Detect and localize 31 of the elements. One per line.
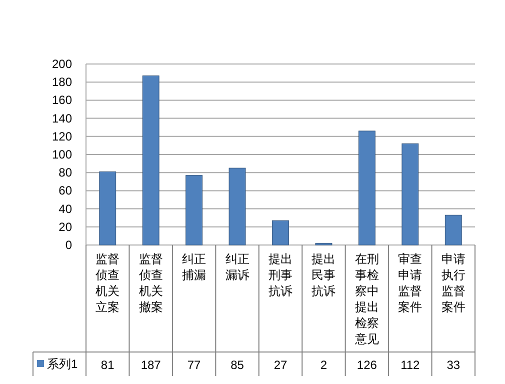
y-tick-label: 180 [52,75,72,90]
y-tick-label: 100 [52,148,72,162]
x-tick-label: 纠正漏诉 [225,252,250,282]
x-tick-label: 纠正捕漏 [182,252,206,282]
y-tick-label: 120 [52,129,72,144]
legend-label: 系列1 [47,357,78,371]
data-label: 112 [400,358,420,372]
data-label: 27 [274,358,288,372]
y-tick-label: 160 [52,93,72,108]
data-label: 33 [446,358,460,372]
y-tick-label: 200 [52,57,72,71]
x-tick-label: 提出刑事抗诉 [268,252,292,298]
y-tick-label: 40 [58,202,72,216]
data-label: 85 [230,358,244,372]
x-tick-label: 监督侦查机关立案 [94,252,120,314]
x-tick-label: 提出民事抗诉 [312,252,336,298]
legend: 系列1 [37,357,78,371]
data-label: 2 [320,358,328,372]
x-tick-label: 在刑事检察中提出检察意见 [354,252,379,346]
x-tick-label: 申请执行监督案件 [441,252,466,314]
data-label: 187 [140,358,162,372]
x-tick-label: 监督侦查机关撤案 [138,252,163,314]
y-tick-label: 20 [58,220,72,234]
data-label: 126 [356,358,378,372]
y-tick-label: 140 [52,111,72,126]
y-tick-label: 0 [65,238,72,252]
y-tick-label: 80 [58,166,72,180]
data-label: 77 [187,358,202,372]
data-label: 81 [100,358,115,372]
y-tick-label: 60 [58,184,72,198]
x-tick-label: 审查申请监督案件 [398,252,422,314]
